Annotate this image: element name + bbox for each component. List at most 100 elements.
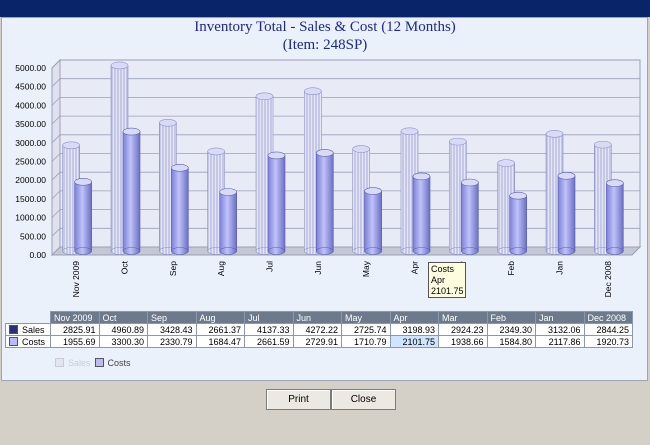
table-column-header: Apr	[389, 311, 439, 324]
data-table: Nov 2009 Oct Sep Aug Jul Jun May Apr Mar Feb Jan De…	[5, 311, 633, 348]
chart-tooltip: Costs Apr 2101.75	[428, 262, 466, 298]
table-cell[interactable]: 4137.33	[244, 323, 294, 336]
gridline	[51, 190, 61, 200]
table-cell[interactable]: 1920.73	[583, 335, 633, 348]
costs-bar-cap	[557, 171, 576, 180]
y-tick-label: 4000.00	[15, 100, 46, 110]
y-tick-label: 4500.00	[15, 82, 46, 92]
table-cell[interactable]: 1955.69	[50, 335, 100, 348]
chart-legend: Sales Costs	[55, 358, 135, 368]
tooltip-category: Apr	[431, 275, 446, 285]
legend-label: Costs	[107, 358, 131, 368]
table-column-header: Oct	[98, 311, 148, 324]
close-button[interactable]: Close	[331, 389, 396, 410]
series-swatch	[9, 336, 18, 346]
costs-bar-base	[219, 247, 237, 255]
legend-swatch	[55, 358, 64, 367]
table-cell[interactable]: 4272.22	[292, 323, 342, 336]
costs-bar-base	[267, 247, 286, 255]
sales-bar-cap	[110, 61, 129, 70]
legend-swatch	[94, 358, 104, 367]
sales-bar-cap	[545, 130, 564, 138]
costs-bar	[219, 191, 237, 252]
costs-bar	[171, 167, 189, 252]
y-tick-label: 3500.00	[15, 119, 46, 129]
table-cell[interactable]: 3300.30	[98, 335, 148, 348]
costs-bar-base	[316, 247, 334, 255]
costs-bar-cap	[412, 172, 431, 181]
table-column-header: Dec 2008	[583, 311, 633, 324]
table-column-header: Feb	[486, 311, 536, 324]
gridline	[51, 59, 61, 69]
table-column-header: Jun	[292, 311, 342, 324]
table-cell[interactable]: 2725.74	[341, 323, 391, 336]
table-cell[interactable]: 1710.79	[341, 335, 391, 348]
table-cell[interactable]: 4960.89	[98, 323, 148, 336]
table-cell[interactable]: 2349.30	[486, 323, 536, 336]
table-column-header: Aug	[195, 311, 245, 324]
table-cell[interactable]: 2729.91	[292, 335, 342, 348]
x-tick-label: Nov 2009	[71, 261, 81, 298]
legend-item[interactable]: Sales	[55, 358, 91, 368]
x-tick-label: Oct	[120, 260, 130, 274]
x-tick-label: Dec 2008	[603, 261, 613, 298]
y-tick-label: 3000.00	[15, 138, 46, 148]
gridline	[51, 97, 61, 106]
gridline	[51, 153, 61, 162]
gridline	[51, 134, 61, 144]
costs-bar-base	[171, 247, 189, 255]
sales-bar-cap	[497, 159, 515, 167]
series-name: Costs	[22, 336, 46, 347]
gridline	[51, 246, 61, 256]
table-column-header: May	[341, 311, 391, 324]
costs-bar	[412, 176, 431, 252]
gridline	[51, 78, 61, 87]
x-tick-label: Feb	[506, 261, 516, 276]
table-cell[interactable]: 1584.80	[486, 335, 536, 348]
table-cell[interactable]: 2661.37	[195, 323, 245, 336]
table-cell[interactable]: 2330.79	[147, 335, 197, 348]
y-tick-label: 0.00	[29, 250, 46, 260]
table-cell[interactable]: 3132.06	[535, 323, 585, 336]
gridline	[51, 171, 61, 181]
table-cell[interactable]: 2924.23	[438, 323, 488, 336]
y-tick-label: 1000.00	[15, 213, 46, 223]
table-column-header: Nov 2009	[50, 311, 100, 324]
x-tick-label: Apr	[410, 261, 420, 274]
costs-bar-cap	[461, 178, 479, 187]
costs-bar-cap	[606, 179, 624, 187]
costs-bar-cap	[122, 127, 141, 136]
legend-item[interactable]: Costs	[94, 358, 131, 368]
costs-bar-cap	[364, 187, 382, 195]
tooltip-value: 2101.75	[431, 286, 464, 296]
table-cell[interactable]: 3428.43	[147, 323, 197, 336]
table-cell[interactable]: 2101.75	[389, 335, 439, 348]
y-tick-label: 500.00	[20, 231, 46, 241]
table-cell[interactable]: 2844.25	[583, 323, 633, 336]
gridline	[51, 115, 61, 125]
costs-bar	[606, 182, 624, 252]
table-cell[interactable]: 2825.91	[50, 323, 100, 336]
window-titlebar	[0, 0, 650, 17]
y-tick-label: 1500.00	[15, 194, 46, 204]
table-cell[interactable]: 1684.47	[195, 335, 245, 348]
table-cell[interactable]: 1938.66	[438, 335, 488, 348]
costs-bar	[122, 131, 141, 252]
table-corner	[6, 312, 51, 324]
tooltip-series: Costs	[431, 264, 455, 274]
costs-bar-cap	[267, 151, 286, 160]
x-tick-label: Jan	[555, 261, 565, 275]
costs-bar-base	[74, 247, 92, 255]
chart-subtitle: (Item: 248SP)	[282, 37, 368, 53]
chart-title: Inventory Total - Sales & Cost (12 Month…	[194, 19, 456, 35]
costs-bar-cap	[171, 164, 189, 172]
table-row: Sales 2825.91 4960.89 3428.43 2661.37 4137.33…	[5, 323, 633, 336]
table-cell[interactable]: 3198.93	[389, 323, 439, 336]
legend-label: Sales	[68, 358, 91, 368]
table-cell[interactable]: 2661.59	[244, 335, 294, 348]
costs-bar	[316, 152, 334, 252]
costs-bar-base	[557, 247, 576, 255]
print-button[interactable]: Print	[266, 389, 331, 410]
table-cell[interactable]: 2117.86	[535, 335, 585, 348]
table-row-label: Costs	[5, 335, 51, 348]
